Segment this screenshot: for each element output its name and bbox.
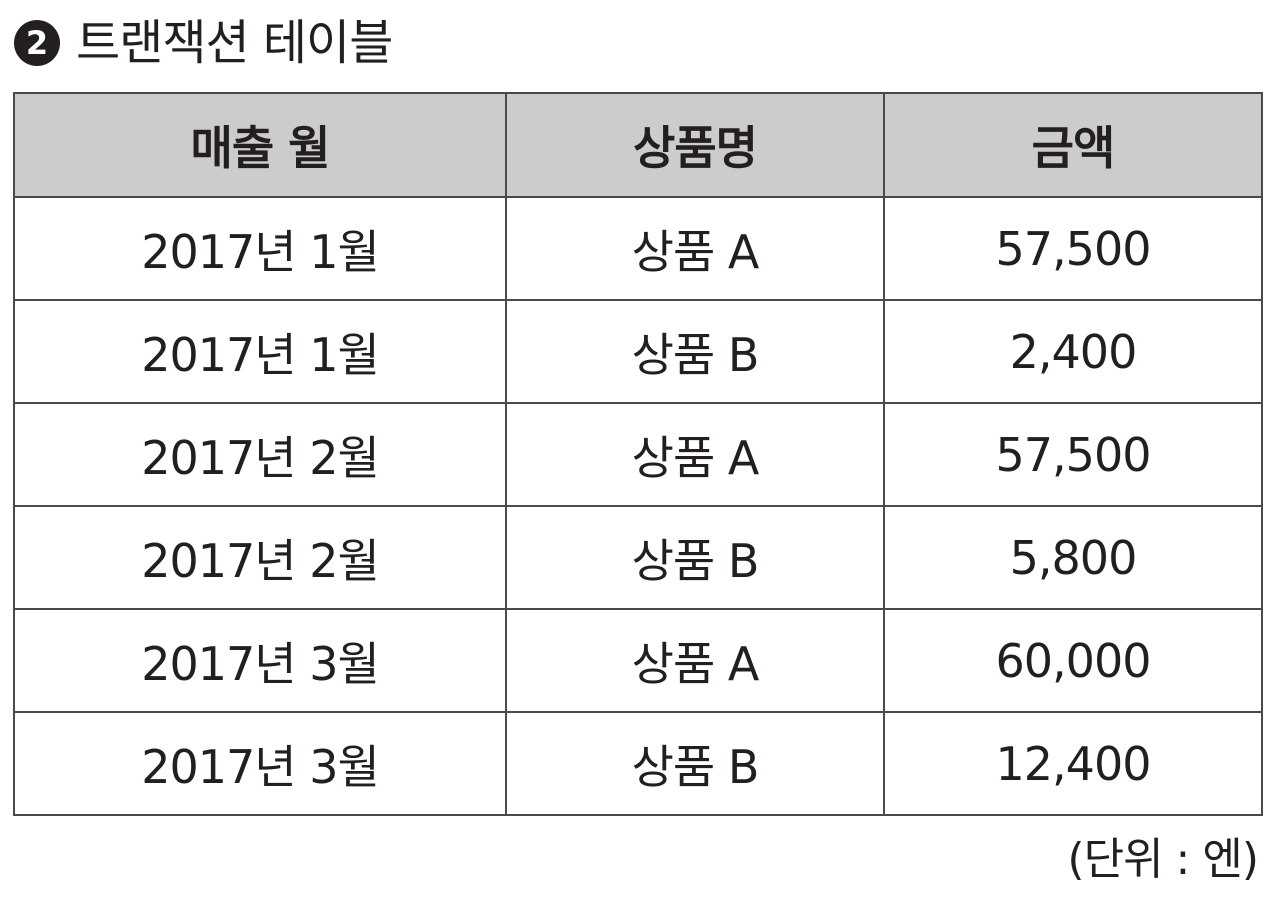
cell-product-name: 상품 A xyxy=(505,608,885,713)
cell-product-name: 상품 A xyxy=(505,402,885,507)
cell-product-name: 상품 A xyxy=(505,196,885,301)
table-row: 2017년 3월 상품 B 12,400 xyxy=(13,711,1263,816)
table-header: 매출 월 상품명 금액 xyxy=(13,92,1263,198)
header-product-name: 상품명 xyxy=(505,92,885,198)
table-row: 2017년 3월 상품 A 60,000 xyxy=(13,608,1263,713)
cell-product-name: 상품 B xyxy=(505,299,885,404)
cell-sales-month: 2017년 3월 xyxy=(13,711,507,816)
cell-sales-month: 2017년 3월 xyxy=(13,608,507,713)
cell-amount: 60,000 xyxy=(883,608,1263,713)
table-row: 2017년 2월 상품 A 57,500 xyxy=(13,402,1263,507)
number-badge-icon: 2 xyxy=(14,20,60,66)
header-amount: 금액 xyxy=(883,92,1263,198)
cell-amount: 2,400 xyxy=(883,299,1263,404)
table-body: 2017년 1월 상품 A 57,500 2017년 1월 상품 B 2,400… xyxy=(13,196,1263,816)
table-row: 2017년 1월 상품 A 57,500 xyxy=(13,196,1263,301)
header-row: 매출 월 상품명 금액 xyxy=(13,92,1263,198)
cell-sales-month: 2017년 2월 xyxy=(13,505,507,610)
cell-amount: 5,800 xyxy=(883,505,1263,610)
transaction-table: 매출 월 상품명 금액 2017년 1월 상품 A 57,500 2017년 1… xyxy=(13,92,1263,816)
cell-product-name: 상품 B xyxy=(505,711,885,816)
cell-product-name: 상품 B xyxy=(505,505,885,610)
table-row: 2017년 1월 상품 B 2,400 xyxy=(13,299,1263,404)
unit-note: (단위 : 엔) xyxy=(1067,834,1259,885)
cell-sales-month: 2017년 1월 xyxy=(13,196,507,301)
cell-sales-month: 2017년 2월 xyxy=(13,402,507,507)
header-sales-month: 매출 월 xyxy=(13,92,507,198)
cell-sales-month: 2017년 1월 xyxy=(13,299,507,404)
table-row: 2017년 2월 상품 B 5,800 xyxy=(13,505,1263,610)
title-text: 트랜잭션 테이블 xyxy=(76,15,393,71)
section-title: 2 트랜잭션 테이블 xyxy=(14,8,393,78)
cell-amount: 57,500 xyxy=(883,402,1263,507)
cell-amount: 57,500 xyxy=(883,196,1263,301)
cell-amount: 12,400 xyxy=(883,711,1263,816)
